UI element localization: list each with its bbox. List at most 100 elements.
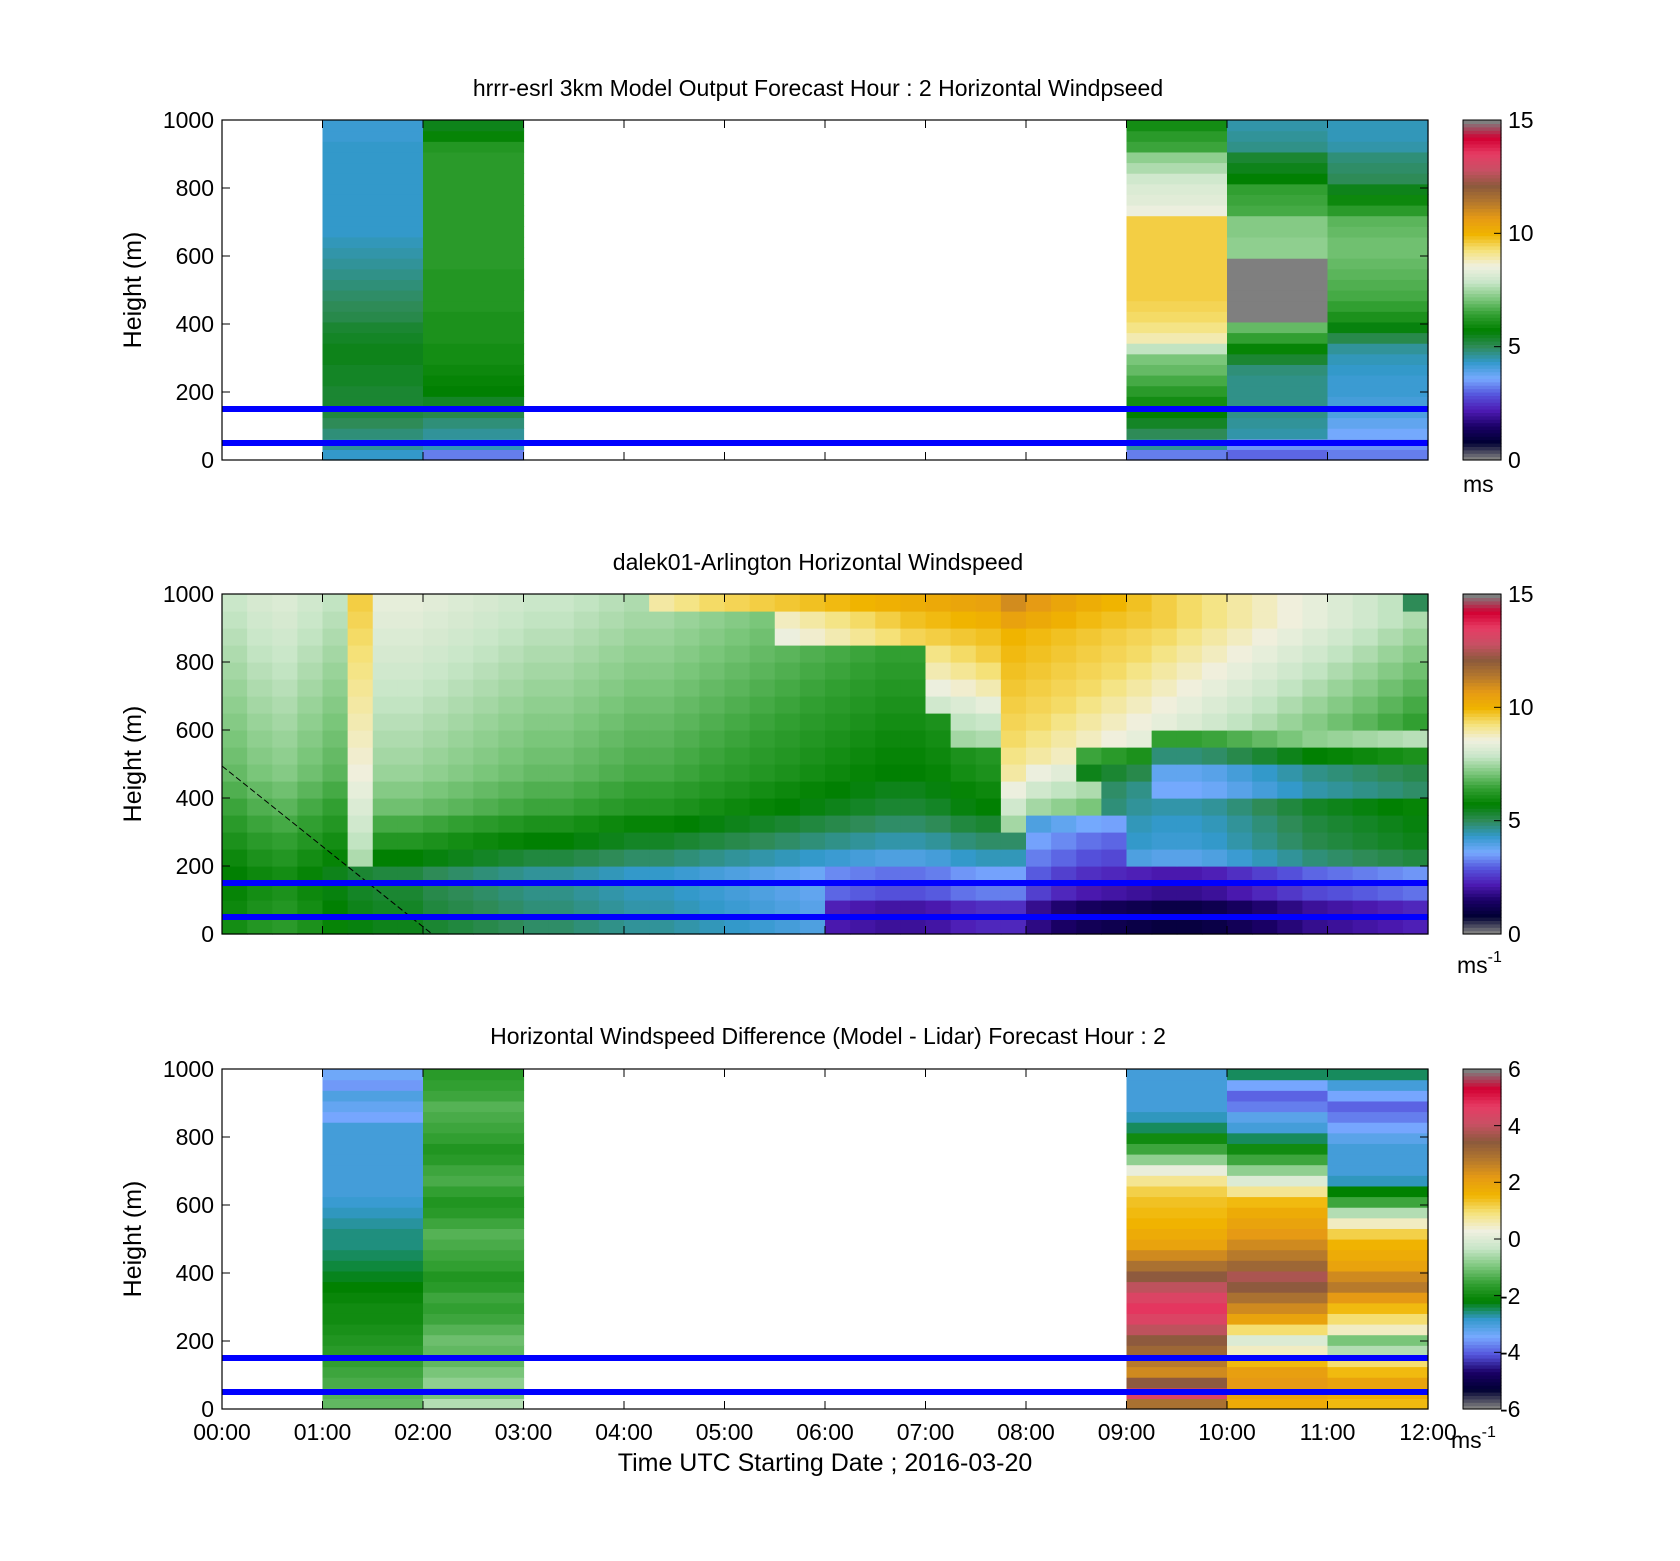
lidar-ytick-200: 200 <box>176 853 214 879</box>
lidar-cell <box>1227 594 1253 612</box>
lidar-cell <box>222 645 248 663</box>
lidar-cell <box>347 594 374 612</box>
lidar-cell <box>724 594 751 612</box>
model-cell <box>1227 120 1329 132</box>
lidar-cell <box>1377 866 1404 884</box>
lidar-cell <box>372 849 399 867</box>
lidar-cell <box>900 713 927 731</box>
lidar-colorbar-swatch <box>1463 685 1502 690</box>
model-cell <box>423 194 525 206</box>
lidar-cell <box>473 832 499 850</box>
lidar-cell <box>724 866 751 884</box>
diff-colorbar-swatch <box>1463 1375 1502 1379</box>
lidar-cell <box>347 611 374 629</box>
lidar-cell <box>1000 815 1027 833</box>
panel-difference: Horizontal Windspeed Difference (Model -… <box>119 1023 1521 1477</box>
lidar-colorbar-swatch <box>1463 845 1502 850</box>
model-cell <box>1227 385 1329 397</box>
lidar-cell <box>448 645 474 663</box>
lidar-cell <box>423 798 449 816</box>
lidar-cell <box>1277 747 1303 765</box>
lidar-ytick-0: 0 <box>201 921 214 947</box>
lidar-colorbar-swatch <box>1463 747 1502 751</box>
diff-colorbar-swatch <box>1463 1099 1502 1104</box>
lidar-cell <box>1302 798 1329 816</box>
lidar-colorbar-swatch <box>1463 706 1502 711</box>
diff-colorbar-swatch <box>1463 1160 1502 1165</box>
lidar-cell <box>749 645 776 663</box>
lidar-cell <box>875 645 901 663</box>
lidar-cell <box>473 628 499 646</box>
lidar-cell <box>272 798 298 816</box>
lidar-cell <box>1277 645 1303 663</box>
lidar-cell <box>548 645 575 663</box>
lidar-cell <box>247 849 273 867</box>
lidar-cell <box>950 594 977 612</box>
model-cell <box>1327 311 1429 323</box>
diff-colorbar-swatch <box>1463 1184 1502 1189</box>
lidar-cell <box>548 883 575 901</box>
lidar-cell <box>674 866 700 884</box>
lidar-colorbar-swatch <box>1463 828 1502 833</box>
lidar-cell <box>799 764 826 782</box>
lidar-cell <box>548 866 575 884</box>
lidar-cell <box>1277 611 1303 629</box>
lidar-cell <box>925 747 952 765</box>
diff-colorbar-swatch <box>1463 1324 1502 1328</box>
model-cell <box>423 215 525 227</box>
lidar-cell <box>1051 883 1077 901</box>
lidar-cell <box>950 645 977 663</box>
lidar-cell <box>1352 866 1379 884</box>
lidar-cell <box>1277 781 1303 799</box>
lidar-cell <box>850 917 876 935</box>
diff-cell <box>1126 1345 1228 1357</box>
lidar-cell <box>1302 747 1329 765</box>
lidar-cell <box>548 798 575 816</box>
model-colorbar-swatch <box>1463 313 1502 318</box>
lidar-cell <box>1126 832 1153 850</box>
lidar-cell <box>598 798 625 816</box>
model-cell <box>322 449 424 461</box>
lidar-cell <box>875 628 901 646</box>
model-cell <box>423 173 525 185</box>
lidar-cell <box>875 900 901 918</box>
lidar-cell <box>649 849 675 867</box>
lidar-cell <box>724 764 751 782</box>
diff-colorbar-swatch <box>1463 1378 1502 1383</box>
model-colorbar-swatch <box>1463 205 1502 209</box>
diff-colorbar-swatch <box>1463 1303 1502 1308</box>
lidar-cbar-tick-0: 0 <box>1508 921 1521 947</box>
lidar-colorbar-swatch <box>1463 658 1502 663</box>
lidar-cell <box>1201 594 1228 612</box>
lidar-cell <box>1101 917 1128 935</box>
lidar-cell <box>573 730 600 748</box>
diff-cell <box>423 1260 525 1272</box>
lidar-cell <box>347 866 374 884</box>
lidar-cell <box>1000 832 1027 850</box>
lidar-cell <box>1201 662 1228 680</box>
model-cell <box>1126 173 1228 185</box>
lidar-cell <box>624 713 650 731</box>
lidar-cell <box>247 594 273 612</box>
diff-colorbar-swatch <box>1463 1371 1502 1376</box>
lidar-cell <box>1377 730 1404 748</box>
lidar-cell <box>724 730 751 748</box>
lidar-cell <box>674 747 700 765</box>
lidar-cell <box>1201 781 1228 799</box>
diff-cell <box>1227 1324 1329 1336</box>
xtick-0800: 08:00 <box>997 1419 1055 1445</box>
lidar-cell <box>925 645 952 663</box>
lidar-cell <box>1176 900 1203 918</box>
model-cell <box>322 375 424 387</box>
lidar-colorbar-swatch <box>1463 903 1502 908</box>
lidar-cell <box>1302 764 1329 782</box>
model-cell <box>423 258 525 270</box>
lidar-cell <box>1227 798 1253 816</box>
lidar-cell <box>674 611 700 629</box>
lidar-cell <box>322 883 349 901</box>
diff-cell <box>1227 1366 1329 1378</box>
diff-cell <box>423 1302 525 1314</box>
lidar-cell <box>1352 747 1379 765</box>
lidar-cell <box>850 781 876 799</box>
diff-cell <box>1327 1228 1429 1240</box>
